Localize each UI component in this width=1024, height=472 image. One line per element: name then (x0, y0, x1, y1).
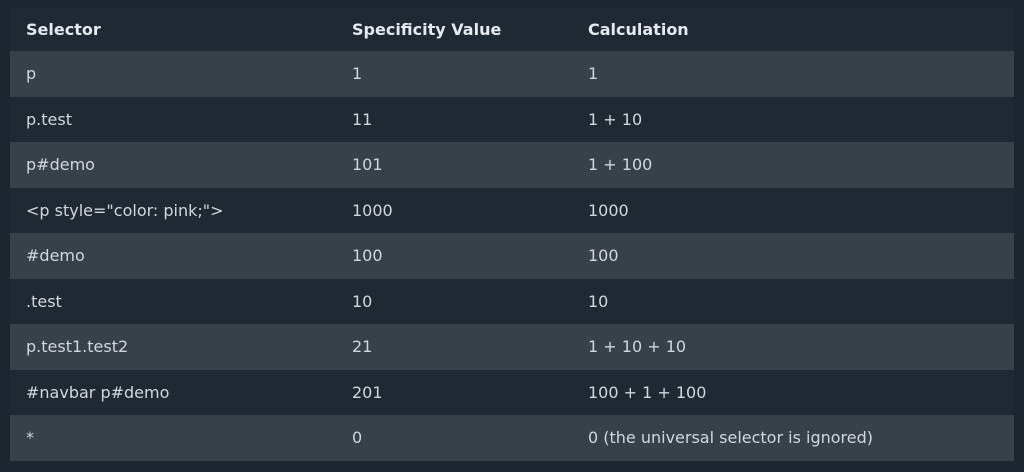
cell-calculation: 0 (the universal selector is ignored) (572, 415, 1014, 461)
table-row: .test 10 10 (10, 278, 1014, 324)
cell-calculation: 100 (572, 233, 1014, 279)
cell-specificity-value: 101 (336, 142, 572, 188)
cell-specificity-value: 201 (336, 369, 572, 415)
cell-calculation: 1 (572, 51, 1014, 97)
cell-selector: p.test1.test2 (10, 324, 336, 370)
header-selector: Selector (10, 8, 336, 51)
table-row: #navbar p#demo 201 100 + 1 + 100 (10, 369, 1014, 415)
cell-specificity-value: 1 (336, 51, 572, 97)
cell-selector: .test (10, 278, 336, 324)
cell-specificity-value: 21 (336, 324, 572, 370)
table-header-row: Selector Specificity Value Calculation (10, 8, 1014, 51)
table-row: * 0 0 (the universal selector is ignored… (10, 415, 1014, 461)
cell-specificity-value: 100 (336, 233, 572, 279)
cell-selector: p (10, 51, 336, 97)
cell-calculation: 1 + 10 + 10 (572, 324, 1014, 370)
cell-calculation: 100 + 1 + 100 (572, 369, 1014, 415)
cell-selector: #demo (10, 233, 336, 279)
cell-calculation: 1000 (572, 187, 1014, 233)
cell-specificity-value: 11 (336, 96, 572, 142)
cell-selector: <p style="color: pink;"> (10, 187, 336, 233)
table-row: <p style="color: pink;"> 1000 1000 (10, 187, 1014, 233)
specificity-table: Selector Specificity Value Calculation p… (10, 8, 1014, 461)
header-calculation: Calculation (572, 8, 1014, 51)
cell-specificity-value: 1000 (336, 187, 572, 233)
cell-specificity-value: 10 (336, 278, 572, 324)
table-row: p#demo 101 1 + 100 (10, 142, 1014, 188)
header-specificity-value: Specificity Value (336, 8, 572, 51)
cell-calculation: 1 + 10 (572, 96, 1014, 142)
cell-specificity-value: 0 (336, 415, 572, 461)
table-row: #demo 100 100 (10, 233, 1014, 279)
table-row: p.test1.test2 21 1 + 10 + 10 (10, 324, 1014, 370)
table-row: p.test 11 1 + 10 (10, 96, 1014, 142)
cell-calculation: 1 + 100 (572, 142, 1014, 188)
cell-calculation: 10 (572, 278, 1014, 324)
cell-selector: * (10, 415, 336, 461)
cell-selector: p#demo (10, 142, 336, 188)
cell-selector: p.test (10, 96, 336, 142)
table-row: p 1 1 (10, 51, 1014, 97)
cell-selector: #navbar p#demo (10, 369, 336, 415)
